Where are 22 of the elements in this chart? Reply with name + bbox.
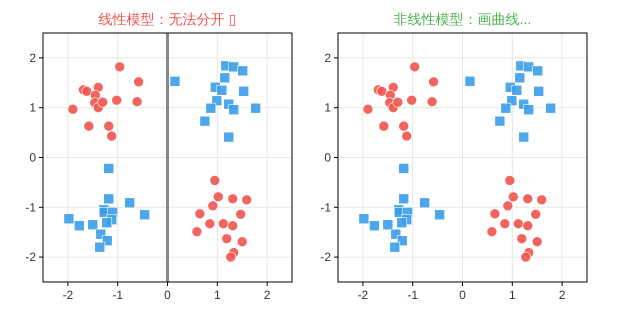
y-tick-label: 2: [324, 50, 332, 65]
x-tick-label: -1: [112, 288, 124, 302]
x-tick-label: -2: [358, 288, 369, 302]
x-tick-label: -2: [62, 288, 74, 302]
x-tick-label: 1: [508, 288, 516, 302]
x-tick-label: 0: [459, 288, 466, 302]
y-tick-label: 1: [324, 100, 332, 115]
y-tick-label: 2: [29, 50, 36, 65]
chart-title: 线性模型：无法分开 ▯: [98, 11, 236, 27]
y-tick-label: -2: [25, 250, 36, 264]
y-tick-label: -1: [320, 200, 332, 214]
y-tick-label: -1: [25, 200, 36, 214]
y-tick-label: 0: [324, 150, 332, 164]
chart-title: 非线性模型：画曲线...: [394, 11, 532, 27]
x-tick-label: 2: [264, 288, 271, 302]
y-tick-label: -2: [320, 250, 332, 264]
y-tick-label: 0: [29, 150, 36, 164]
x-tick-label: -1: [407, 288, 418, 302]
x-tick-label: 2: [558, 288, 566, 302]
x-tick-label: 1: [214, 288, 221, 302]
y-tick-label: 1: [29, 100, 36, 115]
x-tick-label: 0: [164, 288, 172, 302]
